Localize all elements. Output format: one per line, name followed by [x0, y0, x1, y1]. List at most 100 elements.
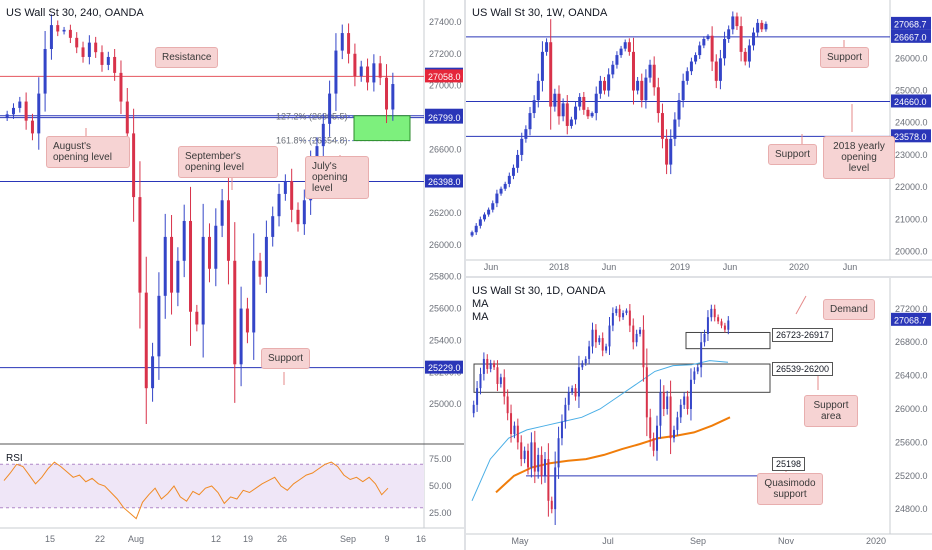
candle-1d	[676, 417, 679, 430]
candle-1w	[665, 138, 669, 165]
candle-1d	[635, 333, 638, 343]
candle-240	[37, 93, 41, 134]
chart-panel-240[interactable]: 27400.027200.027000.026800.026600.026400…	[0, 0, 464, 550]
price-tag	[891, 16, 931, 30]
candle-1d	[476, 388, 479, 405]
candle-1w	[487, 209, 491, 215]
candle-1d	[618, 308, 621, 318]
candle-1w	[540, 51, 544, 81]
candle-1w	[685, 71, 689, 81]
candle-1d	[493, 363, 496, 368]
candle-1d	[530, 442, 533, 468]
panel-divider-vertical	[464, 0, 466, 550]
candle-1d	[608, 325, 611, 347]
candle-240	[226, 200, 230, 261]
candle-240	[258, 260, 262, 277]
candle-1d	[713, 308, 716, 318]
candle-1d	[594, 329, 597, 343]
price-tag-label: 26667.0	[894, 32, 927, 42]
candle-240	[87, 42, 91, 57]
rsi-label: RSI	[6, 453, 23, 464]
support-label-1w-a: Support	[820, 47, 870, 68]
x-tick-label: May	[511, 536, 529, 546]
price-tag	[891, 29, 931, 43]
demand-label: Demand	[823, 299, 875, 320]
rsi-line	[3, 461, 389, 520]
candle-1w	[598, 80, 602, 94]
candle-1d	[659, 392, 662, 426]
candle-240	[252, 260, 256, 333]
candle-1d	[510, 413, 513, 435]
fib-127-label: 127.2% (26805.5)	[276, 112, 348, 122]
candle-1w	[603, 80, 607, 91]
candle-1d	[557, 438, 560, 468]
y-tick-label: 27000.0	[429, 81, 462, 91]
price-plot-1w[interactable]: 27000.026000.025000.024000.023000.022000…	[466, 0, 932, 276]
x-tick-label: 16	[416, 534, 426, 544]
candle-240	[290, 181, 294, 210]
candle-1d	[727, 320, 730, 330]
support-area-zone	[473, 363, 771, 393]
ma-label-2: MA	[472, 311, 489, 323]
candle-240	[176, 260, 180, 293]
y-tick-label: 26000.0	[895, 404, 928, 414]
candle-1d	[710, 308, 713, 318]
y-tick-label: 26400.0	[895, 371, 928, 381]
y-tick-label: 26800.0	[895, 337, 928, 347]
candle-240	[321, 123, 325, 147]
candle-1d	[520, 442, 523, 460]
candle-240	[138, 197, 142, 293]
candle-240	[106, 56, 110, 65]
price-plot-240[interactable]: 27400.027200.027000.026800.026600.026400…	[0, 0, 464, 550]
candle-1d	[642, 329, 645, 368]
candle-1w	[698, 45, 702, 56]
candle-240	[144, 292, 148, 389]
price-tag	[425, 69, 463, 83]
support-area-label: Support area	[804, 395, 858, 427]
candle-1w	[735, 16, 739, 27]
candle-240	[264, 236, 268, 277]
price-tag	[425, 110, 463, 124]
candle-1d	[513, 425, 516, 435]
chart-panel-1w[interactable]: 27000.026000.025000.024000.023000.022000…	[466, 0, 932, 276]
candle-1d	[560, 421, 563, 439]
candle-240	[245, 308, 249, 333]
candle-1d	[479, 373, 482, 389]
x-tick-label: Jun	[723, 262, 738, 272]
july-opening-label: July's opening level	[305, 156, 369, 199]
y-tick-label: 23000.0	[895, 150, 928, 160]
candle-1d	[554, 467, 557, 510]
y-tick-label: 27200.0	[895, 304, 928, 314]
candle-240	[366, 66, 370, 83]
candle-1d	[571, 388, 574, 393]
candle-1d	[601, 338, 604, 351]
y-tick-label: 25200.0	[895, 471, 928, 481]
candle-1w	[739, 26, 743, 52]
candle-240	[5, 114, 9, 118]
candle-1w	[760, 22, 764, 30]
candle-1d	[700, 342, 703, 368]
candle-1w	[631, 51, 635, 91]
candle-240	[132, 133, 136, 198]
price-tag-label: 27068.7	[894, 19, 927, 29]
candle-1d	[482, 358, 485, 374]
candle-1d	[717, 317, 720, 322]
candle-240	[195, 311, 199, 325]
zone-label-quasimodo: 25198	[772, 457, 806, 471]
candle-240	[75, 37, 79, 48]
ma-label-1: MA	[472, 298, 489, 310]
price-tag	[425, 360, 463, 374]
chart-panel-1d[interactable]: 27200.0 26800.0 26400.0 26000.0 25600.0 25200…	[466, 278, 932, 550]
x-tick-label: 9	[384, 534, 389, 544]
candle-1w	[536, 80, 540, 101]
candle-1w	[590, 113, 594, 117]
candle-1w	[582, 96, 586, 110]
candle-1d	[533, 442, 536, 472]
price-tag-label: 23578.0	[894, 132, 927, 142]
x-tick-label: Sep	[690, 536, 706, 546]
candle-240	[24, 101, 28, 121]
candle-240	[328, 93, 332, 124]
candle-240	[372, 63, 376, 83]
candle-240	[189, 220, 193, 312]
price-plot-1d[interactable]: 27200.0 26800.0 26400.0 26000.0 25600.0 25200…	[466, 278, 932, 550]
